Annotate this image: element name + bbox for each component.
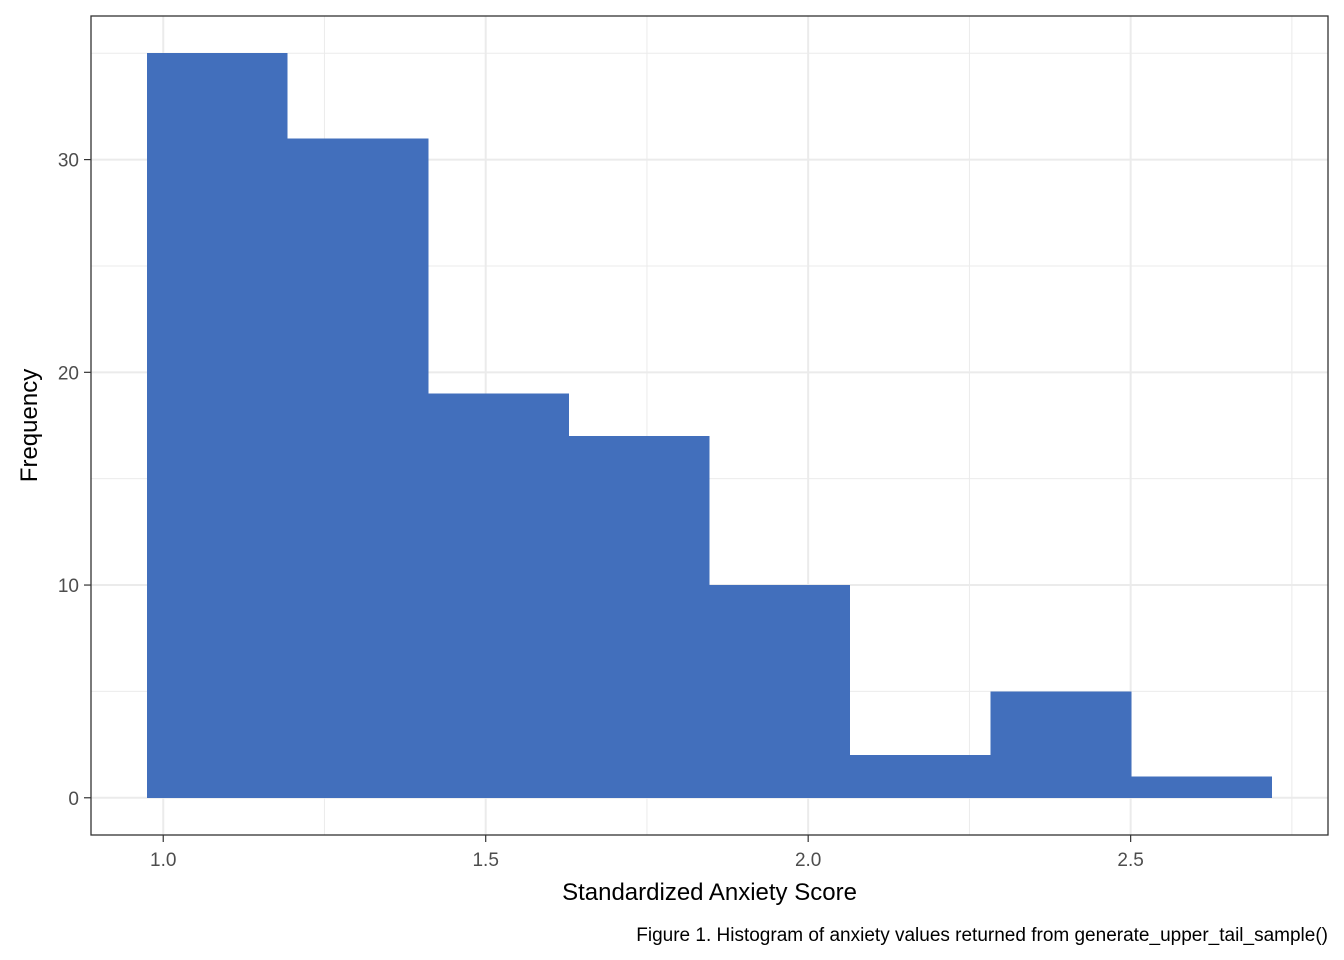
histogram-bar [850,755,991,798]
histogram-bar [147,53,288,798]
histogram-bars [147,53,1272,798]
histogram-bar [428,393,569,798]
histogram-bar [709,585,851,798]
x-tick-label: 1.5 [472,850,498,871]
x-tick-label: 2.5 [1117,850,1143,871]
figure-caption: Figure 1. Histogram of anxiety values re… [636,925,1328,946]
y-tick-label: 0 [68,789,79,810]
histogram-bar [1131,776,1272,798]
panel-border [90,15,1329,836]
y-tick-label: 20 [58,363,79,384]
y-axis-title: Frequency [16,369,43,482]
x-tick-label: 1.0 [150,850,176,871]
histogram-bar [568,436,710,798]
x-tick-label: 2.0 [795,850,821,871]
axis-ticks: 1.0 1.5 2.0 2.5 0 10 20 30 [58,151,1144,871]
histogram-bar [287,138,429,798]
histogram-bar [990,691,1132,798]
y-tick-label: 30 [58,151,79,172]
x-axis-title: Standardized Anxiety Score [562,879,857,906]
y-tick-label: 10 [58,576,79,597]
